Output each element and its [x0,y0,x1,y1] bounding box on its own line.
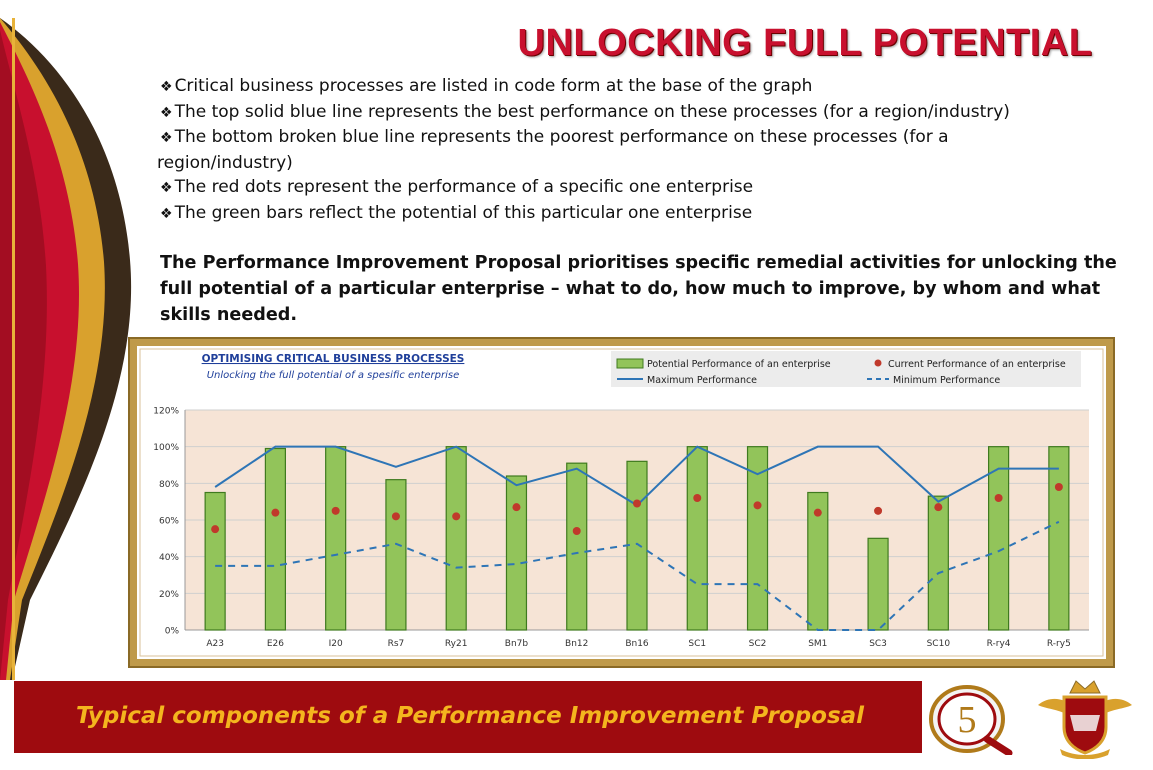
legend-box [611,351,1081,387]
y-tick-label: 20% [159,590,179,600]
x-tick-label: Ry21 [445,639,468,649]
legend-swatch-dot [874,359,882,367]
x-tick-label: R-ry4 [987,639,1011,649]
chart-panel: 0% 20% 40% 60% 80% 100% 120% A23 E26 I20 Rs7 Ry21 Bn… [137,346,1106,659]
legend-swatch-bar [616,358,644,369]
y-tick-label: 100% [153,443,179,453]
current-performance-point [391,512,400,521]
performance-chart: 0% 20% 40% 60% 80% 100% 120% A23 E26 I20 Rs7 Ry21 Bn… [139,348,1104,657]
current-performance-point [934,503,943,512]
bullet-list: Critical business processes are listed i… [157,74,1140,227]
x-tick-label: SC2 [749,639,767,649]
y-tick-label: 60% [159,517,179,527]
bar [1048,446,1070,631]
x-tick-label: Bn12 [565,639,588,649]
current-performance-point [813,508,822,517]
x-tick-label: I20 [329,639,343,649]
bar [566,462,588,631]
bar [867,537,889,631]
current-performance-point [572,527,581,535]
x-tick-label: A23 [206,639,224,649]
current-performance-point [331,506,340,515]
legend-label: Minimum Performance [893,375,1000,386]
bullet-item: The top solid blue line represents the b… [160,100,1140,126]
number-badge: 5 [929,685,1013,755]
bullet-item: The bottom broken blue line represents t… [160,125,1140,151]
current-performance-point [874,506,883,515]
crest-logo [1038,680,1132,759]
x-tick-label: SC3 [869,639,887,649]
current-performance-point [994,494,1003,502]
x-tick-label: Bn7b [505,639,529,649]
page-title: UNLOCKING FULL POTENTIAL [517,22,1093,64]
y-tick-label: 0% [165,627,180,637]
bullet-item: Critical business processes are listed i… [160,74,1140,100]
current-performance-point [633,499,641,508]
y-tick-label: 120% [153,407,179,417]
footer-text: Typical components of a Performance Impr… [76,703,865,729]
bullet-item: The red dots represent the performance o… [160,175,1140,201]
bar [204,491,226,631]
bar [987,446,1010,631]
y-tick-label: 40% [159,553,179,563]
min-performance-line [215,520,1060,631]
chart-subtitle: Unlocking the full potential of a spesif… [207,370,460,381]
bar [385,479,407,631]
x-tick-label: R-ry5 [1047,639,1071,649]
current-performance-point [512,503,521,512]
x-tick-label: Rs7 [388,639,405,649]
legend-label: Maximum Performance [647,375,757,386]
legend-label: Potential Performance of an enterprise [647,359,831,370]
chart-title: OPTIMISING CRITICAL BUSINESS PROCESSES [202,353,465,365]
current-performance-point [753,501,762,510]
current-performance-point [452,512,461,521]
current-performance-point [693,494,702,502]
bullet-item: The green bars reflect the potential of … [160,201,1140,227]
badge-number: 5 [958,699,977,741]
bar [626,460,648,631]
bullet-continuation: region/industry) [157,152,293,173]
footer-banner: Typical components of a Performance Impr… [14,681,922,753]
bar [264,447,286,631]
x-tick-label: E26 [267,639,284,649]
x-tick-label: SM1 [808,639,827,649]
chart-frame: 0% 20% 40% 60% 80% 100% 120% A23 E26 I20 Rs7 Ry21 Bn… [128,337,1115,668]
bar [325,446,347,631]
legend-label: Current Performance of an enterprise [888,359,1066,370]
bar [445,446,467,631]
x-tick-label: Bn16 [625,639,649,649]
decorative-swoosh [0,18,132,680]
x-tick-label: SC10 [927,639,951,649]
current-performance-point [211,525,220,534]
legend: Potential Performance of an enterprise Cu… [611,351,1081,387]
bar [927,495,949,631]
current-performance-point [271,508,280,517]
x-tick-label: SC1 [688,639,706,649]
current-performance-point [1054,483,1063,491]
bar [746,446,769,631]
bar [505,475,528,631]
lead-paragraph: The Performance Improvement Proposal pri… [160,253,1117,325]
bar [686,446,708,631]
y-tick-label: 80% [159,480,179,490]
